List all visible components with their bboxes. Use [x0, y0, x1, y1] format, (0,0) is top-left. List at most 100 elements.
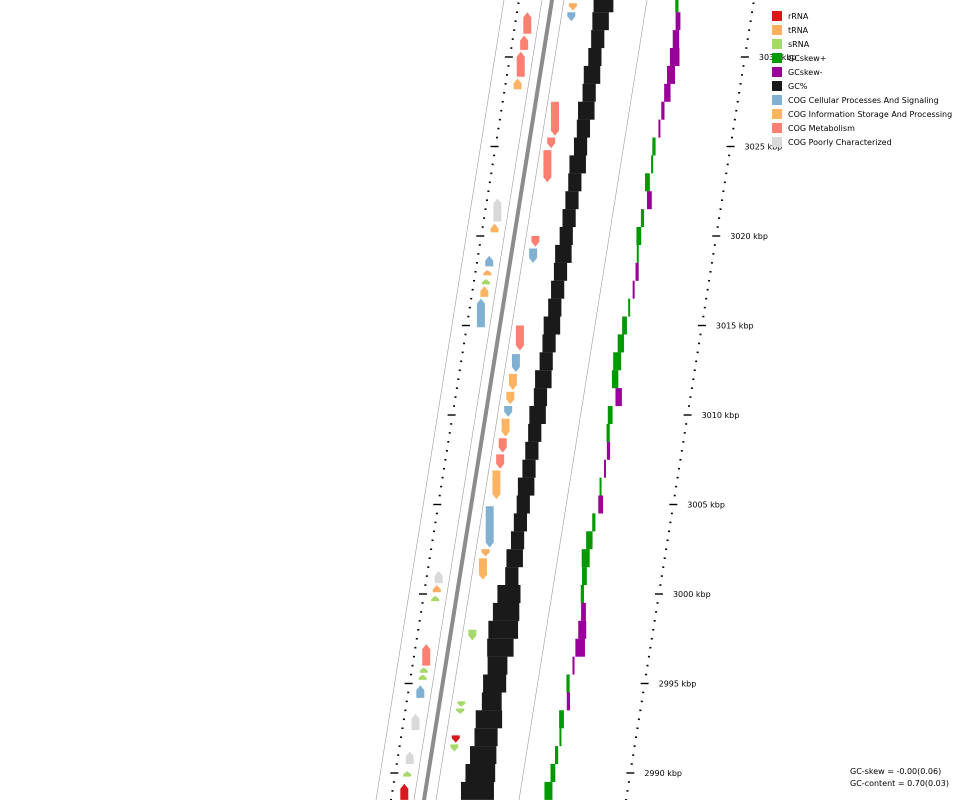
legend-label: rRNA: [788, 11, 809, 21]
gc-skew-negative-bar: [575, 638, 585, 657]
gc-skew-negative-bar: [669, 48, 680, 66]
gc-content-bar: [553, 262, 568, 281]
gc-skew-negative-bar: [667, 65, 676, 84]
gc-content-bar: [591, 30, 605, 49]
gc-skew-negative-bar: [635, 262, 639, 281]
feature-cog-information-storage-and-processing: [478, 558, 487, 580]
legend-item: rRNA: [772, 9, 952, 23]
feature-trna: [483, 270, 492, 276]
feature-cog-metabolism: [422, 644, 431, 666]
gc-content-bar: [460, 781, 494, 800]
feature-cog-poorly-characterized: [411, 713, 420, 731]
feature-cog-metabolism: [550, 101, 559, 136]
feature-srna: [418, 674, 427, 680]
legend-item: sRNA: [772, 37, 952, 51]
gc-skew-positive-bar: [675, 0, 679, 13]
feature-cog-metabolism: [515, 325, 524, 351]
gc-skew-positive-bar: [607, 406, 613, 424]
gc-skew-positive-bar: [651, 155, 654, 174]
gc-skew-positive-bar: [640, 209, 645, 228]
legend-swatch: [772, 137, 782, 147]
gc-content-bar: [533, 388, 548, 407]
gc-content-bar: [488, 620, 519, 639]
feature-cog-cellular-processes-and-signaling: [485, 255, 494, 267]
gc-content-bar: [469, 746, 497, 765]
gc-skew-positive-bar: [622, 316, 627, 335]
gc-skew-negative-bar: [572, 656, 575, 675]
feature-cog-cellular-processes-and-signaling: [567, 12, 576, 22]
legend-item: GCskew-: [772, 65, 952, 79]
gc-skew-negative-bar: [604, 459, 607, 478]
gc-skew-layer: [544, 0, 681, 800]
gc-skew-positive-bar: [652, 137, 656, 156]
gc-content-bar: [573, 137, 588, 156]
feature-trna: [481, 549, 490, 557]
gc-content-bar: [559, 227, 573, 245]
legend-label: COG Information Storage And Processing: [788, 109, 953, 119]
gc-skew-positive-bar: [636, 227, 642, 245]
gc-content-bar: [583, 65, 601, 84]
gc-content-bar: [539, 352, 553, 371]
legend-label: GCskew+: [788, 53, 827, 63]
gc-content-bar: [517, 477, 535, 496]
gc-skew-negative-bar: [646, 191, 652, 210]
gc-content-stat: GC-content = 0.70(0.03): [850, 779, 949, 788]
gc-skew-negative-bar: [615, 388, 622, 407]
legend-label: tRNA: [788, 25, 809, 35]
feature-srna: [457, 701, 466, 707]
feature-cog-metabolism: [520, 35, 529, 50]
gc-skew-negative-bar: [578, 620, 587, 639]
feature-cog-information-storage-and-processing: [506, 391, 515, 405]
gc-content-bar: [487, 638, 514, 657]
gc-content-bar: [565, 191, 579, 210]
feature-cog-metabolism: [498, 438, 507, 453]
feature-srna: [468, 629, 477, 641]
scale-tick-label: 3015 kbp: [716, 322, 754, 331]
feature-srna: [431, 595, 440, 602]
feature-cog-cellular-processes-and-signaling: [485, 506, 494, 548]
feature-cog-metabolism: [547, 137, 556, 149]
gc-skew-positive-bar: [592, 513, 596, 532]
track-guide-line: [375, 0, 505, 800]
gc-skew-negative-bar: [598, 495, 604, 514]
gc-skew-negative-bar: [675, 12, 681, 31]
gc-skew-negative-bar: [672, 30, 680, 49]
legend-label: COG Cellular Processes And Signaling: [788, 95, 939, 105]
feature-srna: [403, 771, 412, 777]
feature-srna: [481, 278, 490, 285]
legend-swatch: [772, 39, 782, 49]
gc-content-bar: [497, 585, 521, 603]
feature-cog-information-storage-and-processing: [480, 286, 489, 297]
gc-skew-positive-bar: [645, 173, 650, 192]
feature-cog-metabolism: [531, 236, 540, 247]
legend: rRNA tRNA sRNA GCskew+ GCskew- GC% COG Cellula…: [772, 9, 952, 149]
feature-cog-information-storage-and-processing: [492, 470, 501, 500]
legend-item: GCskew+: [772, 51, 952, 65]
gc-skew-positive-bar: [611, 370, 619, 389]
gc-content-bar: [578, 101, 595, 120]
backbone-layer: [375, 0, 648, 800]
features-layer: [400, 3, 577, 800]
legend-swatch: [772, 53, 782, 63]
gc-skew-negative-bar: [664, 83, 671, 102]
gc-content-bar: [593, 0, 614, 13]
gc-content-bar: [475, 710, 503, 729]
feature-cog-poorly-characterized: [434, 570, 443, 584]
feature-cog-cellular-processes-and-signaling: [476, 298, 485, 328]
legend-swatch: [772, 95, 782, 105]
legend-swatch: [772, 25, 782, 35]
gc-skew-positive-bar: [554, 746, 559, 765]
gc-content-bar: [483, 674, 507, 693]
legend-label: COG Poorly Characterized: [788, 137, 892, 147]
gc-skew-positive-bar: [550, 764, 556, 782]
track-guide-line: [413, 0, 543, 800]
feature-cog-cellular-processes-and-signaling: [416, 685, 425, 698]
feature-rrna: [400, 783, 409, 800]
scale-tick-label: 3010 kbp: [702, 411, 740, 420]
legend-swatch: [772, 81, 782, 91]
feature-trna: [568, 3, 577, 11]
gc-skew-negative-bar: [581, 602, 586, 621]
genome-backbone: [421, 0, 555, 800]
gc-content-bar: [522, 459, 536, 478]
